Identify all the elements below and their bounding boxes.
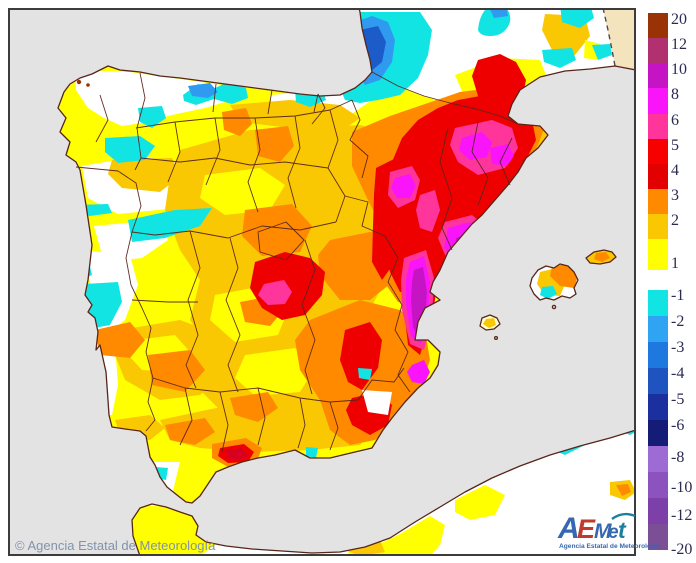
province-boundaries [75,71,519,453]
legend-tick-minus-8: -8 [671,449,684,466]
legend-tick-plus-1: 1 [671,255,679,272]
legend-segment-minus-20 [648,524,668,550]
logo-letter-A: A [557,512,580,545]
logo-letter-M: M [594,520,612,543]
legend-segment-plus-5 [648,139,668,164]
legend-tick-plus-5: 5 [671,137,679,154]
legend-tick-plus-8: 8 [671,86,679,103]
legend-segment-minus-1 [648,290,668,316]
legend-segment-minus-6 [648,420,668,446]
legend-tick-plus-12: 12 [671,36,687,53]
data-domain-dashed-line [602,9,616,67]
legend-tick-plus-2: 2 [671,212,679,229]
legend-tick-minus-6: -6 [671,417,684,434]
logo-t-stroke [611,512,636,520]
legend-segment-plus-4 [648,164,668,189]
legend-tick-minus-4: -4 [671,365,684,382]
legend-segment-minus-4 [648,368,668,394]
aemet-logo-subtext: Agencia Estatal de Meteorología [559,543,661,550]
legend-segment-plus-12 [648,38,668,63]
legend-segment-plus-2 [648,214,668,239]
legend-segment-minus-2 [648,316,668,342]
legend-tick-minus-3: -3 [671,339,684,356]
legend-tick-plus-3: 3 [671,187,679,204]
legend-tick-plus-20: 20 [671,11,687,28]
legend-segment-minus-12 [648,498,668,524]
copyright-text: © Agencia Estatal de Meteorología [15,538,216,553]
logo-letter-t: t [618,517,627,543]
legend-segment-plus-1 [648,239,668,270]
legend-segment-minus-10 [648,472,668,498]
legend-segment-minus-3 [648,342,668,368]
legend-tick-plus-6: 6 [671,112,679,129]
legend-tick-minus-1: -1 [671,287,684,304]
legend-segment-minus-8 [648,446,668,472]
legend-segment-minus-5 [648,394,668,420]
legend-tick-minus-20: -20 [671,541,692,558]
logo-letter-e: e [608,522,619,543]
legend-tick-plus-4: 4 [671,162,679,179]
legend-tick-minus-10: -10 [671,479,692,496]
legend-tick-minus-12: -12 [671,507,692,524]
france-no-data-area [603,9,635,70]
legend-segment-plus-20 [648,13,668,38]
legend-segment-plus-6 [648,114,668,139]
logo-letter-E: E [577,514,596,544]
legend-segment-plus-10 [648,63,668,88]
coastlines [57,9,635,555]
legend-segment-plus-8 [648,88,668,114]
legend-tick-minus-2: -2 [671,313,684,330]
legend-tick-plus-10: 10 [671,61,687,78]
africa-landmass [132,430,635,555]
legend-segment-plus-3 [648,189,668,214]
map-frame-border [8,8,636,556]
legend-colorbar: 20 12 10 8 6 5 4 3 2 1 -1 -2 -3 -4 -5 -6 -8 -10 -12 -20 [648,11,692,558]
legend-tick-minus-5: -5 [671,391,684,408]
